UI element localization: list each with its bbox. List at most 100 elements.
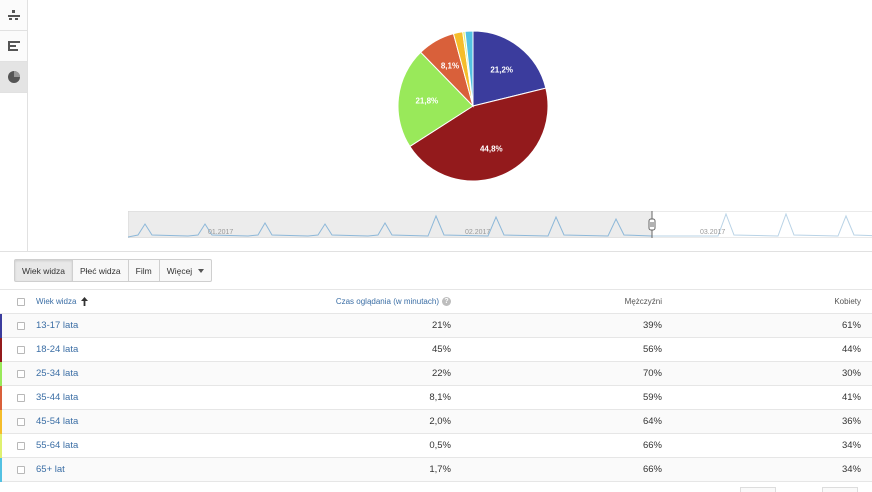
tab-wiek-widza[interactable]: Wiek widza	[14, 259, 73, 282]
tab-plec-widza[interactable]: Płeć widza	[72, 259, 129, 282]
timeline-line-selected	[128, 214, 653, 238]
age-group-link[interactable]: 45-54 lata	[36, 416, 79, 427]
column-header-age[interactable]: Wiek widza	[36, 297, 89, 306]
watch-time-cell: 1,7%	[429, 464, 451, 475]
women-cell: 61%	[841, 320, 861, 331]
series-color-swatch	[0, 314, 2, 338]
line-chart-icon	[7, 10, 20, 20]
line-chart-button[interactable]	[0, 0, 27, 31]
watch-time-cell: 21%	[431, 320, 451, 331]
men-cell: 64%	[642, 416, 662, 427]
select-all-checkbox[interactable]	[17, 298, 25, 306]
bar-chart-button[interactable]	[0, 31, 27, 62]
column-header-label: Czas oglądania (w minutach)	[335, 297, 439, 306]
age-group-link[interactable]: 35-44 lata	[36, 392, 79, 403]
men-cell: 39%	[642, 320, 662, 331]
table-row[interactable]: 13-17 lata 21% 39% 61%	[0, 314, 872, 338]
help-icon[interactable]: ?	[442, 297, 451, 306]
timeline-line	[652, 212, 872, 237]
series-color-swatch	[0, 434, 2, 458]
column-header-men: Mężczyźni	[624, 297, 662, 306]
men-cell: 66%	[642, 464, 662, 475]
age-group-link[interactable]: 13-17 lata	[36, 320, 79, 331]
row-checkbox[interactable]	[17, 322, 25, 330]
pie-slice-2[interactable]	[397, 51, 474, 148]
row-checkbox[interactable]	[17, 394, 25, 402]
women-cell: 44%	[841, 344, 861, 355]
table-row[interactable]: 65+ lat 1,7% 66% 34%	[0, 458, 872, 482]
divider	[0, 251, 872, 252]
column-header-women: Kobiety	[834, 297, 861, 306]
pie-chart-button[interactable]	[0, 62, 27, 93]
chart-area: 21,2% 44,8% 21,8% 8,1% 01.2017 02.2017 03.2…	[28, 0, 872, 251]
tab-film[interactable]: Film	[128, 259, 160, 282]
divider	[0, 289, 872, 290]
row-checkbox[interactable]	[17, 418, 25, 426]
women-cell: 36%	[841, 416, 861, 427]
age-group-link[interactable]: 25-34 lata	[36, 368, 79, 379]
women-cell: 41%	[841, 392, 861, 403]
watch-time-cell: 22%	[431, 368, 451, 379]
pagination-button[interactable]	[822, 487, 858, 492]
tab-label: Wiek widza	[22, 265, 65, 276]
table-header: Wiek widza Czas oglądania (w minutach) ?…	[0, 290, 872, 314]
pie-slice-label-1: 44,8%	[480, 145, 503, 154]
timeline-selected-range	[128, 211, 652, 238]
timeline-label-1: 02.2017	[465, 229, 490, 236]
pie-slice-0[interactable]	[472, 30, 547, 107]
age-group-link[interactable]: 65+ lat	[36, 464, 65, 475]
row-checkbox[interactable]	[17, 466, 25, 474]
table-row[interactable]: 25-34 lata 22% 70% 30%	[0, 362, 872, 386]
tab-label: Płeć widza	[79, 265, 121, 276]
row-checkbox[interactable]	[17, 442, 25, 450]
timeline-label-2: 03.2017	[700, 229, 725, 236]
pie-slice-label-3: 8,1%	[441, 62, 459, 71]
table-row[interactable]: 35-44 lata 8,1% 59% 41%	[0, 386, 872, 410]
timeline-range-selector[interactable]: 01.2017 02.2017 03.2017	[128, 211, 872, 238]
watch-time-cell: 2,0%	[429, 416, 451, 427]
pie-slice-1[interactable]	[409, 87, 549, 182]
watch-time-cell: 45%	[431, 344, 451, 355]
column-header-watch-time[interactable]: Czas oglądania (w minutach) ?	[336, 297, 451, 306]
series-color-swatch	[0, 386, 2, 410]
pie-chart: 21,2% 44,8% 21,8% 8,1%	[397, 30, 549, 182]
age-group-link[interactable]: 18-24 lata	[36, 344, 79, 355]
pie-chart-icon	[7, 71, 20, 83]
series-color-swatch	[0, 458, 2, 482]
watch-time-cell: 8,1%	[429, 392, 451, 403]
table-row[interactable]: 18-24 lata 45% 56% 44%	[0, 338, 872, 362]
pagination-button[interactable]	[740, 487, 776, 492]
row-checkbox[interactable]	[17, 370, 25, 378]
table-row[interactable]: 45-54 lata 2,0% 64% 36%	[0, 410, 872, 434]
men-cell: 66%	[642, 440, 662, 451]
table-body: 13-17 lata 21% 39% 61% 18-24 lata 45% 56% 44% 25…	[0, 314, 872, 482]
tab-label: Film	[135, 265, 152, 276]
column-header-label: Wiek widza	[36, 297, 77, 306]
men-cell: 70%	[642, 368, 662, 379]
sort-ascending-icon	[81, 297, 89, 306]
women-cell: 34%	[841, 440, 861, 451]
women-cell: 34%	[841, 464, 861, 475]
series-color-swatch	[0, 338, 2, 362]
row-checkbox[interactable]	[17, 346, 25, 354]
chart-type-toolbar	[0, 0, 28, 251]
women-cell: 30%	[841, 368, 861, 379]
timeline-label-0: 01.2017	[208, 229, 233, 236]
men-cell: 59%	[642, 392, 662, 403]
bar-chart-icon	[7, 41, 20, 51]
series-color-swatch	[0, 410, 2, 434]
men-cell: 56%	[642, 344, 662, 355]
timeline-handle-left[interactable]	[648, 211, 656, 238]
watch-time-cell: 0,5%	[429, 440, 451, 451]
pie-slice-6[interactable]	[464, 30, 474, 107]
pie-slice-label-2: 21,8%	[415, 97, 438, 106]
caret-down-icon	[198, 268, 205, 273]
series-color-swatch	[0, 362, 2, 386]
pie-slice-label-0: 21,2%	[490, 65, 513, 74]
tab-wiecej-dropdown[interactable]: Więcej	[159, 259, 213, 282]
age-group-link[interactable]: 55-64 lata	[36, 440, 79, 451]
tab-label: Więcej	[166, 265, 193, 276]
data-table: Wiek widza Czas oglądania (w minutach) ?…	[0, 290, 872, 482]
table-row[interactable]: 55-64 lata 0,5% 66% 34%	[0, 434, 872, 458]
dimension-tabs: Wiek widza Płeć widza Film Więcej	[14, 259, 213, 282]
